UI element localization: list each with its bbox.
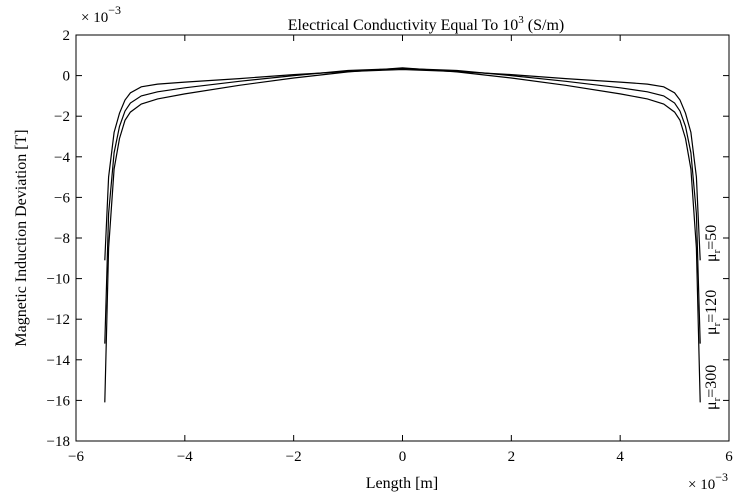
y-axis-multiplier: × 10−3 [81, 3, 121, 26]
series-layer [104, 67, 701, 403]
series-line-2 [104, 67, 701, 344]
x-tick-label: −6 [68, 449, 84, 465]
y-tick-label: −10 [47, 272, 70, 288]
series-label-2: μr=120 [703, 290, 723, 335]
series-line-3 [104, 67, 701, 403]
series-line-1 [104, 68, 701, 261]
x-tick-label: 0 [399, 449, 407, 465]
y-tick-label: −8 [54, 231, 70, 247]
x-tick-label: −2 [286, 449, 302, 465]
y-tick-label: 0 [63, 69, 71, 85]
x-tick-label: 4 [616, 449, 624, 465]
y-axis-label: Magnetic Induction Deviation [T] [13, 129, 30, 346]
series-label-1: μr=50 [703, 225, 723, 262]
y-tick-label: −12 [47, 312, 70, 328]
x-tick-label: 6 [725, 449, 733, 465]
y-tick-label: −4 [54, 150, 70, 166]
x-tick-label: 2 [508, 449, 516, 465]
x-axis-label: Length [m] [366, 475, 438, 492]
y-tick-label: −16 [47, 393, 71, 409]
ticks-layer: −6 −4 −2 0 2 4 6 2 0 −2 −4 −6 −8 −10 −12 −14 −16 −18 [47, 28, 734, 465]
y-tick-label: 2 [63, 28, 71, 44]
y-tick-label: −18 [47, 434, 70, 450]
y-tick-label: −2 [54, 109, 70, 125]
x-tick-label: −4 [177, 449, 193, 465]
series-labels-layer: μr=50 μr=120 μr=300 [703, 225, 723, 410]
chart-title: Electrical Conductivity Equal To 103 (S/… [288, 14, 564, 34]
series-label-3: μr=300 [703, 365, 723, 410]
y-tick-label: −6 [54, 190, 70, 206]
y-tick-label: −14 [47, 353, 71, 369]
x-axis-multiplier: × 10−3 [688, 470, 728, 493]
